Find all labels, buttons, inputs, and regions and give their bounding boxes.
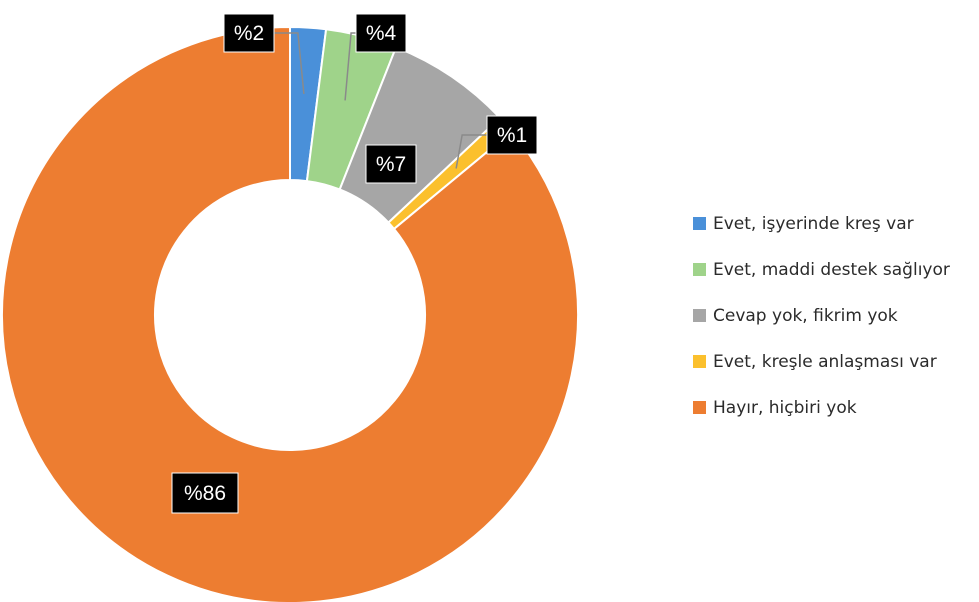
data-label-1: %2 <box>234 22 264 45</box>
leader-line-4 <box>455 134 487 169</box>
data-label-5: %86 <box>184 482 226 505</box>
legend-swatch-3 <box>693 309 706 322</box>
legend-swatch-4 <box>693 355 706 368</box>
data-label-4: %1 <box>497 124 527 147</box>
legend-label-3: Cevap yok, fikrim yok <box>713 306 898 326</box>
leader-line-1 <box>274 32 305 95</box>
leader-lines <box>274 32 487 169</box>
legend-label-4: Evet, kreşle anlaşması var <box>713 352 937 372</box>
data-label-box-3 <box>365 144 417 184</box>
legend-label-1: Evet, işyerinde kreş var <box>713 214 914 234</box>
legend-swatch-2 <box>693 263 706 276</box>
donut-slices <box>1 25 579 602</box>
leader-line-2 <box>344 32 356 101</box>
legend-swatch-1 <box>693 217 706 230</box>
data-label-2: %4 <box>366 22 397 45</box>
data-label-box-4 <box>486 115 538 155</box>
slice-5 <box>1 25 579 602</box>
data-label-box-1 <box>223 13 275 53</box>
legend-label-2: Evet, maddi destek sağlıyor <box>713 260 950 280</box>
data-label-box-5 <box>171 472 239 514</box>
legend-label-5: Hayır, hiçbiri yok <box>713 398 857 418</box>
data-label-box-2 <box>355 13 407 53</box>
legend-swatch-5 <box>693 401 706 414</box>
data-labels: %2 %4 %7 %1 %86 <box>171 13 538 514</box>
legend: Evet, işyerinde kreş var Evet, maddi dest… <box>693 214 950 418</box>
data-label-3: %7 <box>376 153 406 176</box>
